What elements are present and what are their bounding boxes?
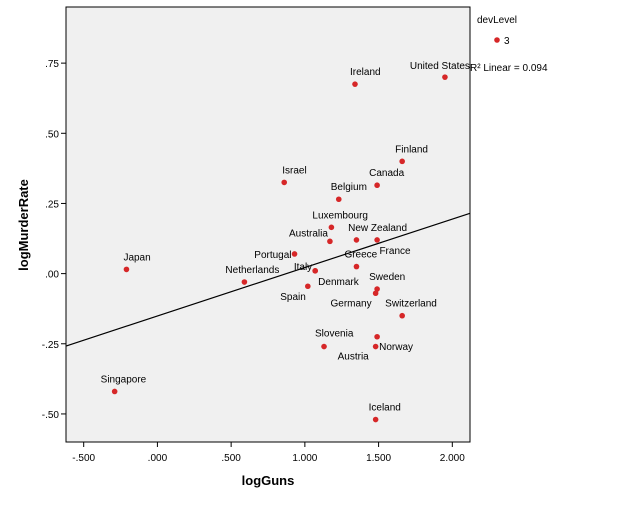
fit-line-label: R² Linear = 0.094: [470, 63, 548, 74]
y-tick-label: -.50: [42, 410, 60, 421]
point-label: Israel: [282, 165, 306, 176]
data-point: [374, 182, 380, 189]
point-label: Iceland: [369, 403, 401, 414]
data-point: [352, 81, 358, 87]
data-point: [291, 251, 298, 257]
point-label: Austria: [338, 352, 370, 363]
point-label: Italy: [294, 262, 312, 273]
data-point: [442, 74, 448, 80]
data-point: [372, 343, 379, 350]
y-tick-label: .00: [45, 270, 59, 281]
data-point: [353, 237, 360, 243]
data-point: [281, 179, 288, 186]
legend: devLevel 3 R² Linear = 0.094: [470, 15, 548, 74]
data-point: [111, 388, 118, 395]
x-tick-label: 1.000: [292, 453, 317, 464]
data-point: [335, 196, 342, 203]
data-point: [374, 237, 380, 243]
data-point: [328, 224, 335, 231]
point-label: Canada: [369, 168, 404, 179]
legend-marker: [494, 37, 500, 43]
point-label: New Zealand: [348, 223, 407, 234]
x-axis-title: logGuns: [242, 473, 295, 488]
data-point: [399, 158, 405, 165]
point-label: Singapore: [101, 374, 147, 385]
point-label: Sweden: [369, 272, 405, 283]
point-label: Ireland: [350, 67, 381, 78]
point-label: Denmark: [318, 277, 360, 288]
data-point: [321, 343, 327, 350]
point-label: Spain: [280, 292, 306, 303]
data-point: [399, 312, 405, 319]
regression-line: [65, 212, 471, 347]
axis-ticks: -.500 .000 .500 1.000 1.500 2.000 .75 .50 .25 .00…: [42, 59, 465, 464]
point-label: Belgium: [331, 182, 367, 193]
point-label: Japan: [123, 252, 150, 263]
y-axis-title: logMurderRate: [16, 179, 31, 271]
data-point: [372, 416, 379, 423]
data-point: [241, 279, 248, 285]
point-label: Australia: [289, 228, 328, 239]
point-label: France: [379, 246, 411, 257]
point-label: United States: [410, 61, 470, 72]
data-point: [312, 268, 318, 274]
y-tick-label: -.25: [42, 340, 60, 351]
point-label: Slovenia: [315, 329, 354, 340]
data-points: Ireland United States Finland Canada Israel B…: [101, 61, 470, 423]
x-tick-label: .500: [221, 453, 241, 464]
data-point: [374, 333, 380, 340]
y-tick-label: .25: [45, 199, 59, 210]
y-tick-label: .50: [45, 129, 59, 140]
data-point: [305, 283, 311, 290]
x-tick-label: 1.500: [366, 453, 391, 464]
data-point: [327, 238, 333, 245]
point-label: Norway: [379, 342, 413, 353]
point-label: Netherlands: [225, 265, 279, 276]
y-tick-label: .75: [45, 59, 59, 70]
point-label: Germany: [331, 298, 372, 309]
legend-title: devLevel: [477, 15, 517, 26]
data-point: [372, 290, 379, 297]
point-label: Finland: [395, 144, 428, 155]
data-point: [374, 286, 380, 292]
plot-area: [65, 6, 471, 443]
legend-item: 3: [504, 36, 510, 47]
point-label: Switzerland: [385, 299, 437, 310]
point-label: Portugal: [254, 250, 291, 261]
data-point: [123, 266, 130, 273]
data-point: [353, 263, 360, 270]
x-tick-label: -.500: [72, 453, 95, 464]
point-label: Greece: [344, 250, 377, 261]
x-tick-label: .000: [148, 453, 168, 464]
x-tick-label: 2.000: [440, 453, 465, 464]
point-label: Luxembourg: [312, 210, 368, 221]
